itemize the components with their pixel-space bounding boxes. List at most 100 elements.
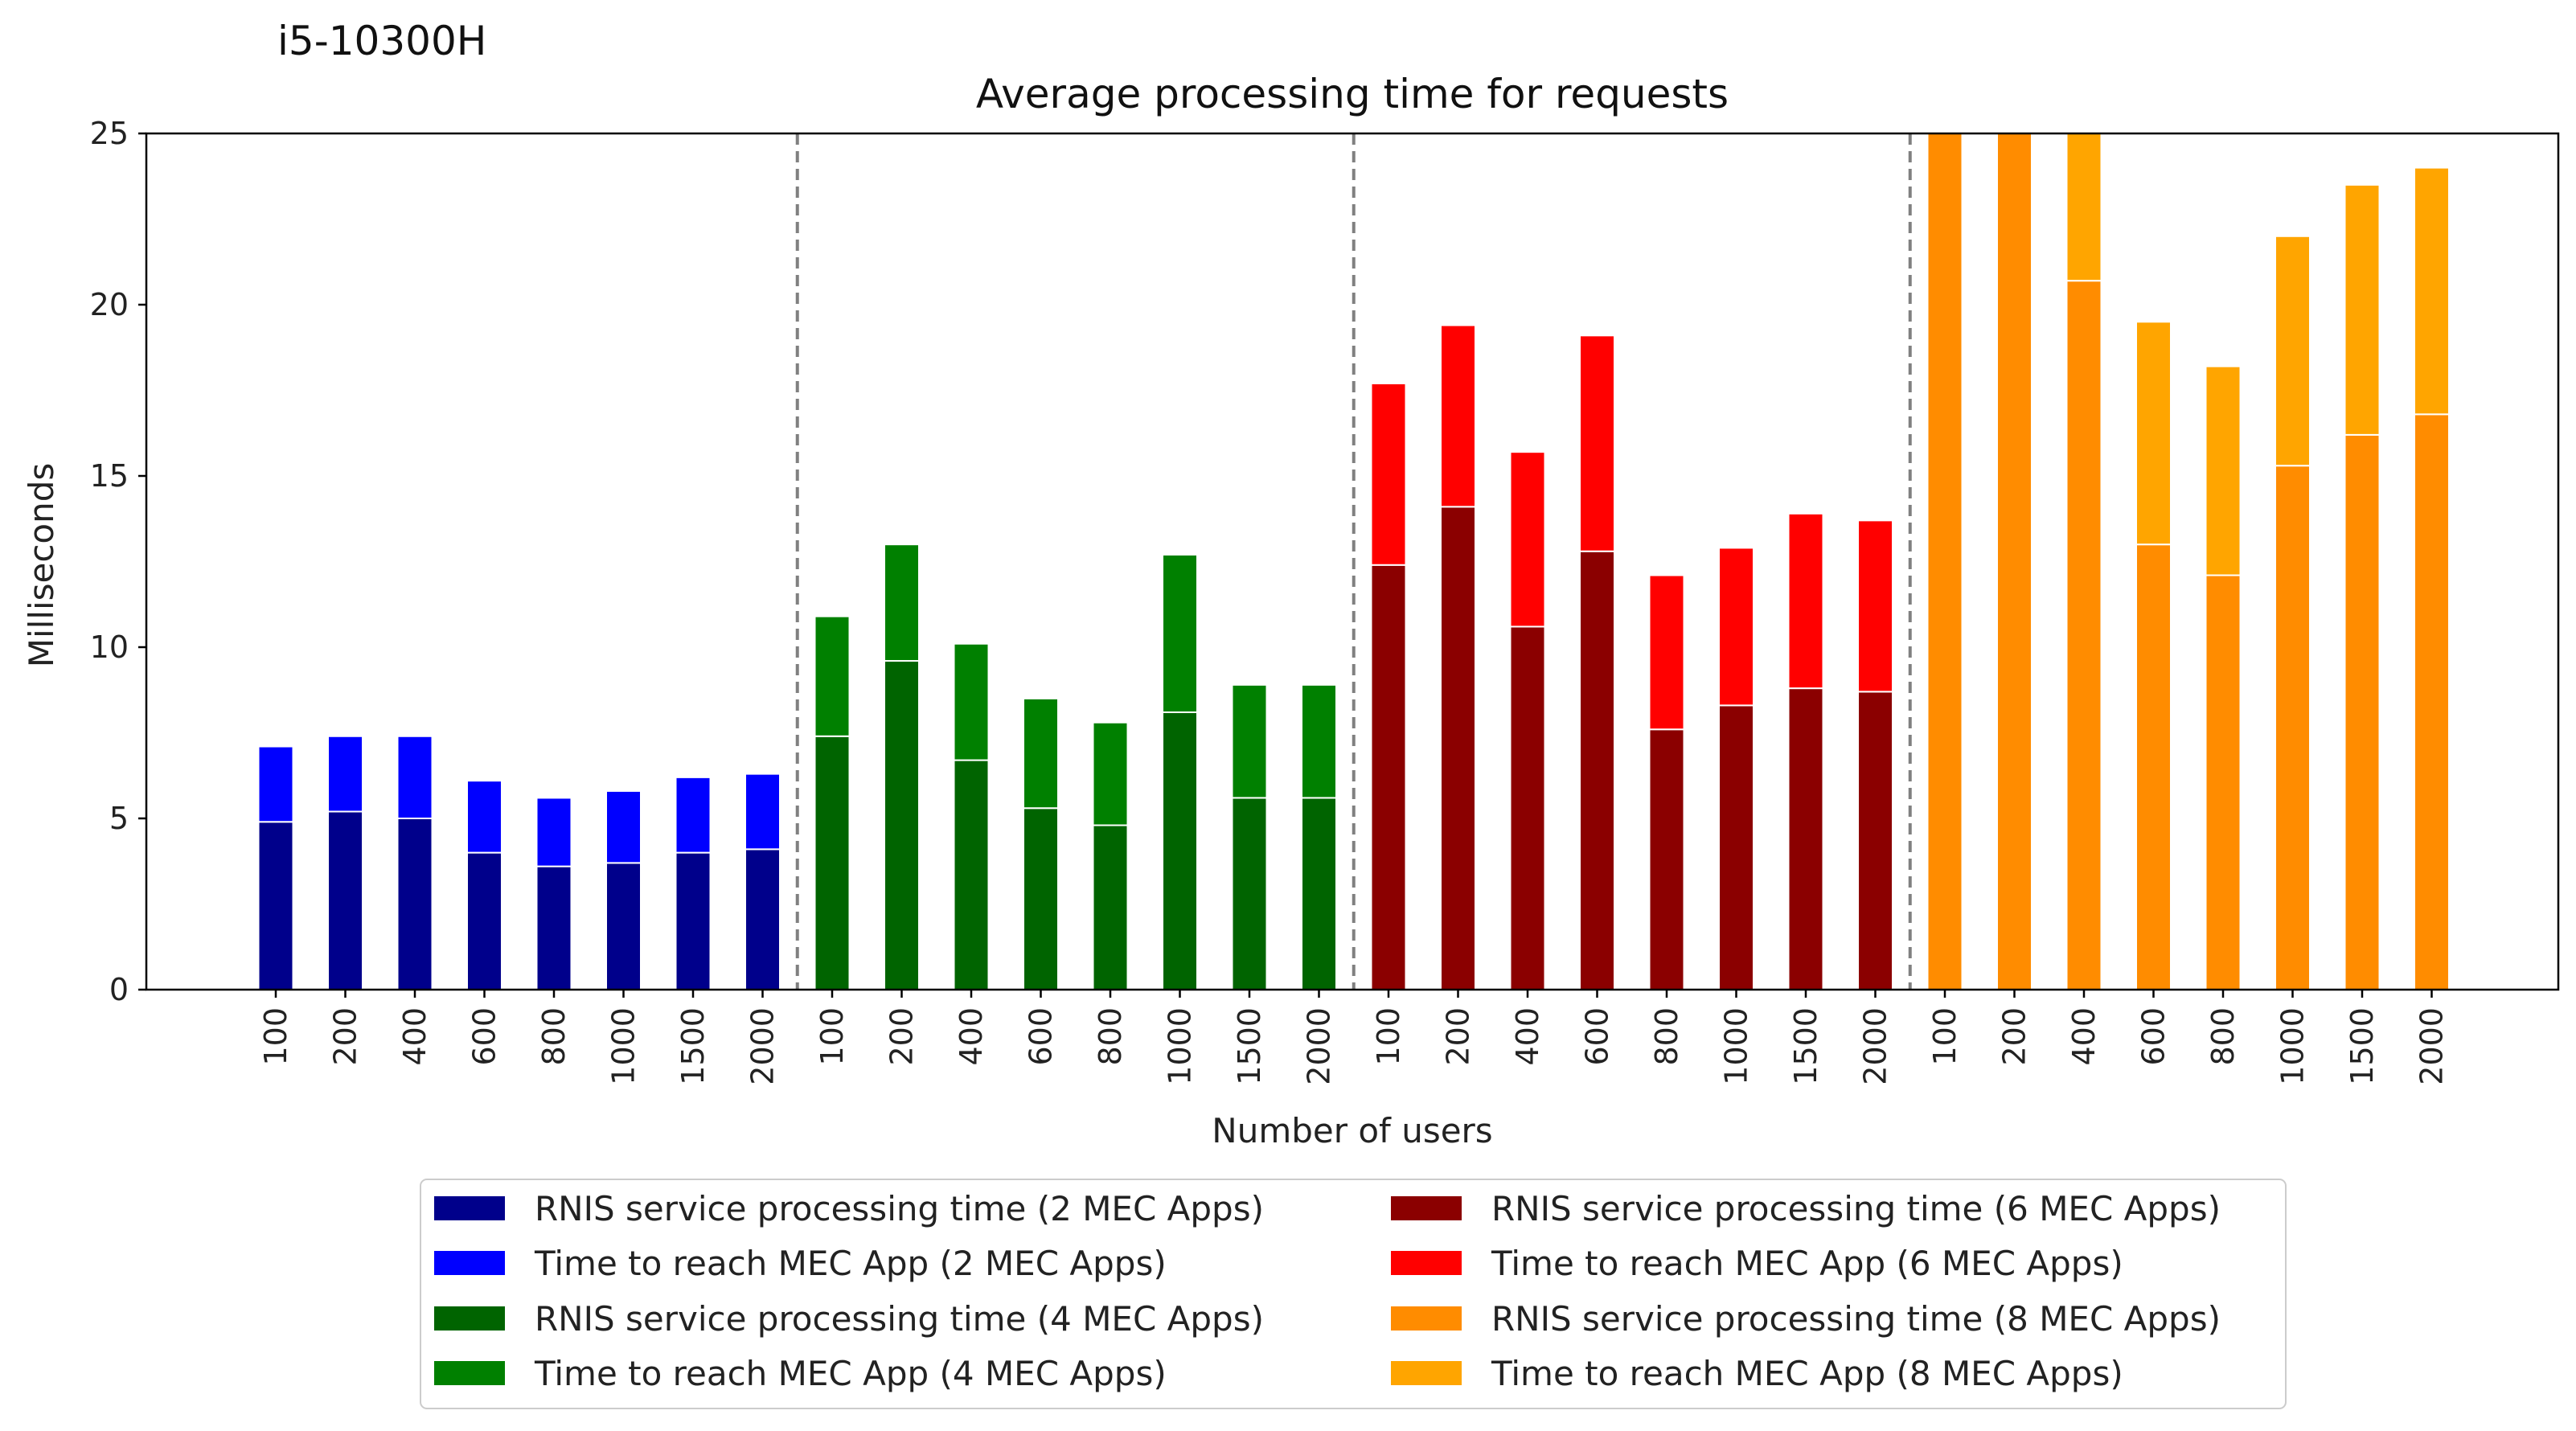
bar-segment xyxy=(1092,824,1129,991)
bar-segment xyxy=(953,759,990,991)
x-tick-label: 200 xyxy=(328,1007,363,1066)
x-tick-label: 1000 xyxy=(606,1007,642,1085)
bar-segment xyxy=(1648,574,1685,731)
x-tick-label: 100 xyxy=(258,1007,293,1066)
bar-segment xyxy=(605,862,642,990)
y-tick-label: 15 xyxy=(90,458,129,494)
x-tick-label: 2000 xyxy=(745,1007,781,1085)
bar-segment xyxy=(466,780,502,854)
bar-segment xyxy=(535,865,572,991)
bar-segment xyxy=(327,735,363,813)
bar-segment xyxy=(1162,711,1198,990)
x-tick-label: 1000 xyxy=(1163,1007,1198,1085)
bar-segment xyxy=(1162,553,1198,713)
legend-label: Time to reach MEC App (8 MEC Apps) xyxy=(1491,1354,2123,1393)
x-tick-label: 200 xyxy=(884,1007,920,1066)
legend: RNIS service processing time (2 MEC Apps… xyxy=(420,1179,2287,1409)
chart-suptitle: i5-10300H xyxy=(277,18,486,64)
bar-segment xyxy=(2065,280,2102,990)
bar-segment xyxy=(1440,506,1476,990)
bar-segment xyxy=(2275,235,2311,467)
bar-segment xyxy=(1857,691,1893,990)
y-tick-label: 10 xyxy=(90,629,129,665)
x-tick-label: 600 xyxy=(1023,1007,1059,1066)
x-tick-label: 600 xyxy=(2136,1007,2172,1066)
bar-segment xyxy=(2205,574,2242,990)
y-tick-label: 25 xyxy=(90,116,129,151)
x-tick-label: 400 xyxy=(397,1007,433,1066)
bar-segment xyxy=(1996,133,2032,990)
bar-segment xyxy=(1023,807,1059,990)
x-tick-label: 400 xyxy=(954,1007,989,1066)
bar-segment xyxy=(2275,465,2311,990)
x-tick-label: 200 xyxy=(1441,1007,1476,1066)
bar-segment xyxy=(1579,334,1615,552)
legend-swatch xyxy=(434,1251,505,1275)
x-tick-label: 400 xyxy=(1510,1007,1545,1066)
bar-segment xyxy=(1787,687,1824,990)
y-axis: 0 5 10 15 20 25 xyxy=(90,116,146,1007)
bar-segment xyxy=(1926,133,1963,990)
x-tick-label: 100 xyxy=(814,1007,850,1066)
bar-segment xyxy=(814,615,851,737)
plot-area-frame xyxy=(145,132,2560,991)
bar-segment xyxy=(1509,451,1546,628)
bar-segment xyxy=(2205,365,2242,576)
bar-segment xyxy=(257,821,294,991)
legend-label: RNIS service processing time (6 MEC Apps… xyxy=(1491,1189,2221,1228)
bars xyxy=(257,133,2450,991)
bar-segment xyxy=(953,642,990,761)
bar-segment xyxy=(2135,543,2172,990)
x-tick-label: 100 xyxy=(1927,1007,1963,1066)
bar-segment xyxy=(744,848,781,990)
legend-swatch xyxy=(434,1306,505,1331)
legend-swatch xyxy=(1391,1196,1462,1220)
bar-segment xyxy=(1718,547,1754,707)
legend-label: RNIS service processing time (8 MEC Apps… xyxy=(1491,1299,2221,1339)
x-tick-label: 600 xyxy=(1580,1007,1615,1066)
y-tick-label: 20 xyxy=(90,287,129,322)
bar-segment xyxy=(1579,550,1615,990)
x-tick-label: 800 xyxy=(536,1007,572,1066)
bar-segment xyxy=(814,735,851,990)
bar-segment xyxy=(1648,728,1685,990)
group-dividers xyxy=(795,133,1912,990)
legend-swatch xyxy=(1391,1361,1462,1385)
x-tick-label: 1500 xyxy=(1788,1007,1823,1085)
legend-label: Time to reach MEC App (6 MEC Apps) xyxy=(1491,1244,2123,1283)
x-tick-label: 1000 xyxy=(1719,1007,1754,1085)
x-tick-label: 2000 xyxy=(1858,1007,1893,1085)
bar-segment xyxy=(1231,797,1268,990)
x-tick-label: 2000 xyxy=(1302,1007,1337,1085)
bar-segment xyxy=(1509,625,1546,990)
x-tick-label: 800 xyxy=(2205,1007,2241,1066)
x-tick-label: 1500 xyxy=(2344,1007,2380,1085)
bar-segment xyxy=(396,818,433,990)
bar-segment xyxy=(466,851,502,990)
x-tick-label: 800 xyxy=(1649,1007,1684,1066)
legend-label: RNIS service processing time (4 MEC Apps… xyxy=(535,1299,1264,1339)
x-tick-label: 1500 xyxy=(675,1007,711,1085)
bar-segment xyxy=(1718,704,1754,990)
x-tick-label: 200 xyxy=(1997,1007,2032,1066)
bar-segment xyxy=(2414,413,2450,990)
x-axis-label: Number of users xyxy=(1212,1111,1492,1150)
bar-segment xyxy=(1023,697,1059,810)
bar-segment xyxy=(884,660,920,990)
legend-box xyxy=(420,1179,2287,1409)
bar-segment xyxy=(1857,519,1893,693)
bar-segment xyxy=(1301,683,1337,799)
legend-swatch xyxy=(434,1361,505,1385)
x-axis: 100 200 400 600 800 1000 1500 2000 100 200 400 600 8… xyxy=(258,990,2450,1085)
legend-swatch xyxy=(434,1196,505,1220)
x-tick-label: 100 xyxy=(1371,1007,1406,1066)
x-tick-label: 1500 xyxy=(1232,1007,1267,1085)
bar-segment xyxy=(605,789,642,864)
y-axis-label: Milliseconds xyxy=(22,463,61,668)
legend-label: Time to reach MEC App (4 MEC Apps) xyxy=(534,1354,1167,1393)
legend-swatch xyxy=(1391,1251,1462,1275)
x-tick-label: 600 xyxy=(467,1007,502,1066)
bar-segment xyxy=(257,745,294,823)
bar-segment xyxy=(2414,166,2450,416)
x-tick-label: 1000 xyxy=(2275,1007,2311,1085)
